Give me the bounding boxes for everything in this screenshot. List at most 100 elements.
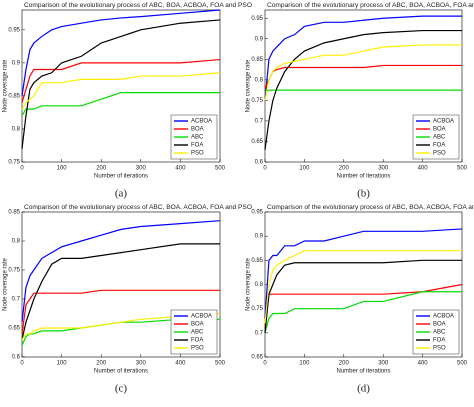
legend-label: FOA	[433, 143, 445, 149]
legend-label: ACBOA	[433, 119, 454, 125]
y-tick-label: 0.7	[255, 118, 264, 124]
chart-title: Comparison of the evolutionary process o…	[267, 204, 474, 211]
legend-label: ABC	[191, 330, 204, 336]
x-tick-label: 500	[215, 361, 226, 367]
y-tick-label: 0.75	[8, 160, 20, 166]
caption: (a)	[115, 188, 128, 200]
x-axis-label: Number of iterations	[94, 369, 148, 375]
legend-label: FOA	[191, 338, 203, 344]
chart-title: Comparison of the evolutionary process o…	[24, 2, 252, 9]
legend-label: BOA	[433, 322, 446, 328]
x-tick-label: 300	[378, 361, 389, 367]
y-tick-label: 0.6	[12, 355, 21, 361]
x-tick-label: 400	[175, 166, 186, 172]
y-tick-label: 0.8	[255, 77, 264, 83]
series-line	[264, 291, 462, 333]
series-line	[21, 220, 221, 323]
x-tick-label: 100	[57, 361, 68, 367]
x-axis-label: Number of iterations	[336, 369, 390, 375]
x-tick-label: 300	[136, 166, 147, 172]
legend-label: PSO	[191, 151, 204, 157]
y-tick-label: 0.65	[251, 355, 263, 361]
legend-label: BOA	[433, 127, 446, 133]
x-tick-label: 400	[418, 361, 429, 367]
y-tick-label: 0.8	[255, 282, 264, 288]
legend-label: ACBOA	[191, 119, 212, 125]
x-tick-label: 100	[57, 166, 68, 172]
y-tick-label: 0.7	[12, 297, 21, 303]
x-tick-label: 400	[418, 166, 429, 172]
y-tick-label: 0.8	[12, 127, 21, 133]
x-tick-label: 0	[20, 361, 24, 367]
legend-label: ACBOA	[433, 314, 454, 320]
y-tick-label: 0.9	[255, 36, 264, 42]
x-tick-label: 200	[96, 166, 107, 172]
series-line	[264, 228, 463, 319]
y-axis-label: Node coverage rate	[3, 257, 9, 310]
y-tick-label: 0.6	[255, 160, 264, 166]
y-tick-label: 0.9	[12, 60, 21, 66]
y-tick-label: 0.9	[255, 234, 264, 240]
caption: (b)	[357, 188, 370, 200]
x-tick-label: 100	[299, 166, 310, 172]
legend-label: ABC	[191, 135, 204, 141]
x-tick-label: 200	[96, 361, 107, 367]
x-tick-label: 0	[263, 166, 267, 172]
x-tick-label: 300	[378, 166, 389, 172]
series-line	[264, 250, 462, 324]
legend-label: BOA	[191, 127, 204, 133]
x-tick-label: 300	[136, 361, 147, 367]
x-axis-label: Number of iterations	[336, 174, 390, 180]
y-tick-label: 0.85	[8, 93, 20, 99]
series-line	[264, 29, 462, 150]
legend-label: PSO	[191, 346, 204, 352]
chart-title: Comparison of the evolutionary process o…	[267, 2, 474, 9]
chart-panel: Comparison of the evolutionary process o…	[246, 204, 474, 395]
caption: (c)	[115, 383, 128, 395]
y-axis-label: Node coverage rate	[246, 59, 252, 112]
y-tick-label: 0.7	[255, 330, 264, 336]
y-tick-label: 0.85	[8, 210, 20, 216]
y-tick-label: 0.95	[251, 210, 263, 216]
y-axis-label: Node coverage rate	[3, 59, 9, 112]
chart-panel: Comparison of the evolutionary process o…	[3, 204, 252, 395]
legend-label: PSO	[433, 151, 446, 157]
y-tick-label: 0.85	[251, 57, 263, 63]
legend-label: ABC	[433, 135, 446, 141]
y-tick-label: 0.75	[251, 306, 263, 312]
series-line	[21, 243, 220, 340]
x-axis-label: Number of iterations	[94, 174, 148, 180]
series-line	[21, 289, 220, 334]
y-axis-label: Node coverage rate	[246, 257, 252, 310]
series-line	[264, 283, 463, 329]
series-line	[21, 19, 221, 149]
legend-label: PSO	[433, 346, 446, 352]
y-tick-label: 0.75	[8, 268, 20, 274]
y-tick-label: 0.95	[8, 27, 20, 33]
series-line	[21, 72, 221, 110]
legend-label: FOA	[191, 143, 203, 149]
series-line	[264, 259, 462, 333]
series-line	[21, 9, 221, 97]
y-tick-label: 0.65	[8, 326, 20, 332]
chart-title: Comparison of the evolutionary process o…	[24, 204, 252, 211]
series-line	[264, 89, 462, 93]
y-tick-label: 0.95	[251, 16, 263, 22]
chart-panel: Comparison of the evolutionary process o…	[3, 2, 252, 200]
caption: (d)	[357, 383, 370, 395]
x-tick-label: 200	[339, 166, 350, 172]
x-tick-label: 100	[299, 361, 310, 367]
y-tick-label: 0.65	[251, 139, 263, 145]
y-tick-label: 0.75	[251, 98, 263, 104]
legend-label: ACBOA	[191, 314, 212, 320]
legend-label: FOA	[433, 338, 445, 344]
series-line	[264, 44, 462, 101]
y-tick-label: 0.8	[12, 239, 21, 245]
x-tick-label: 500	[215, 166, 226, 172]
x-tick-label: 500	[457, 166, 468, 172]
series-line	[21, 58, 221, 103]
x-tick-label: 0	[20, 166, 24, 172]
x-tick-label: 200	[339, 361, 350, 367]
chart-panel: Comparison of the evolutionary process o…	[246, 2, 474, 200]
